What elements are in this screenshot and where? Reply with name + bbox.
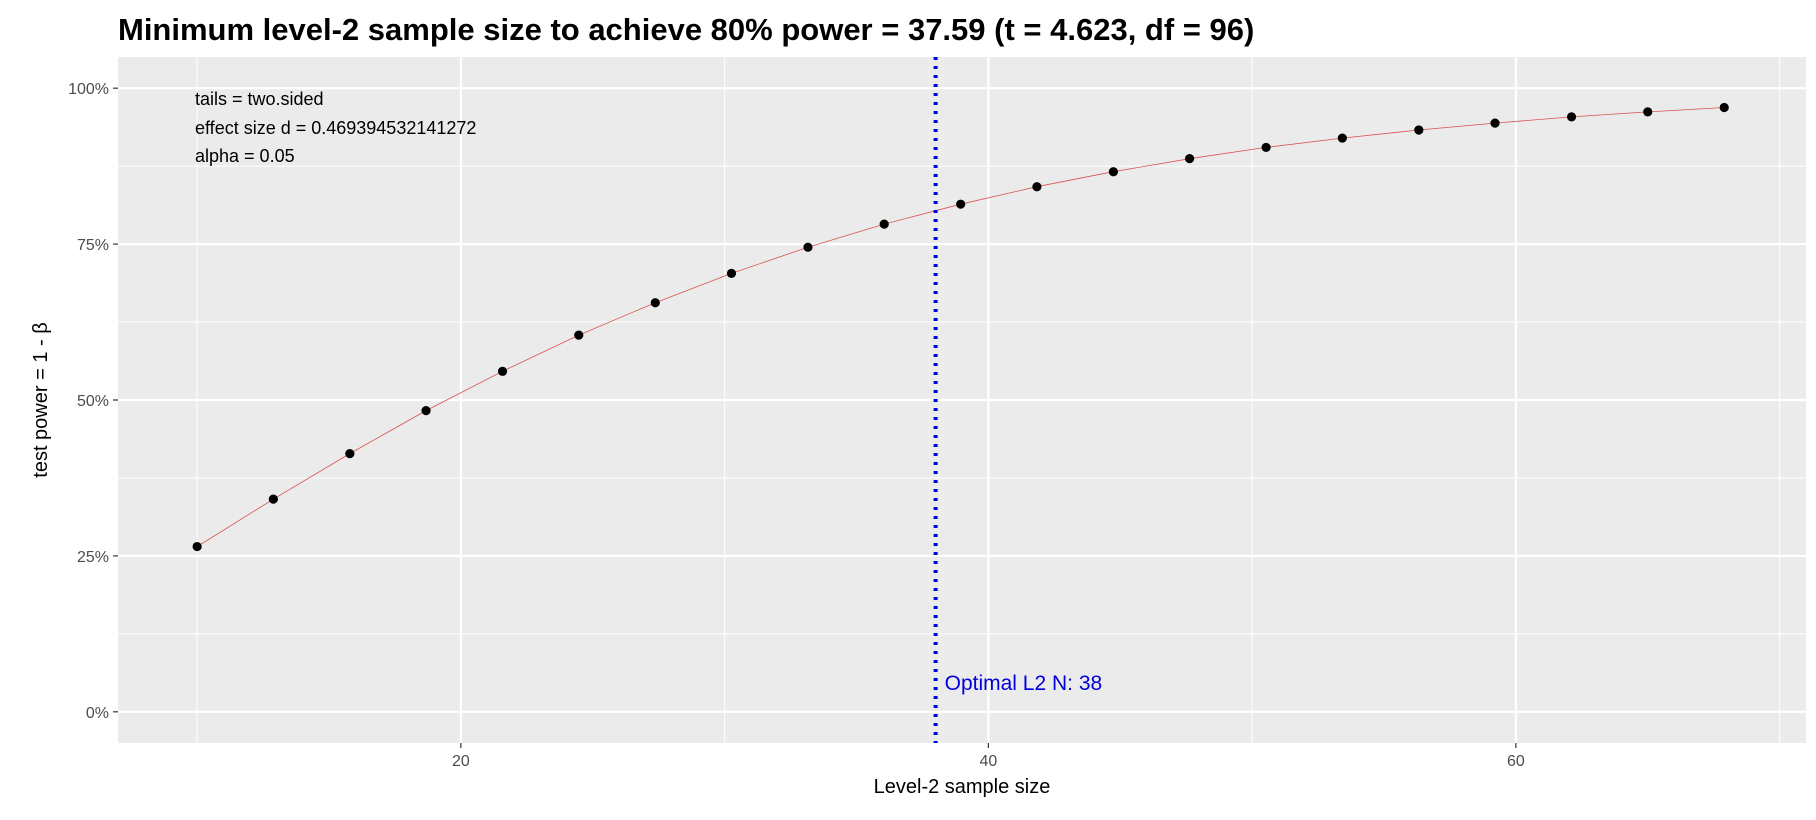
optimal-n-label: Optimal L2 N: 38 [945, 672, 1103, 695]
y-axis: 0% 25% 50% 75% 100% [68, 81, 118, 722]
data-point [726, 268, 737, 279]
data-point [268, 494, 278, 504]
y-tick-label: 75% [77, 237, 109, 254]
x-tick-label: 20 [452, 753, 470, 770]
grid-major [118, 57, 1806, 743]
data-point [1414, 125, 1424, 135]
annotation-effect-size: effect size d = 0.469394532141272 [195, 118, 476, 138]
y-tick-label: 0% [86, 705, 109, 722]
data-point [956, 199, 966, 209]
data-point [1108, 167, 1118, 177]
data-point [192, 541, 202, 552]
data-point [1643, 107, 1653, 117]
annotation-tails: tails = two.sided [195, 89, 324, 109]
y-tick-label: 25% [77, 549, 109, 566]
data-point [1490, 118, 1500, 128]
data-point [650, 298, 660, 308]
y-axis-title: test power = 1 - β [30, 322, 52, 477]
data-point [803, 242, 813, 252]
x-tick-label: 60 [1507, 753, 1525, 770]
data-point [421, 406, 431, 416]
data-point [1337, 133, 1347, 143]
data-point [574, 330, 584, 340]
data-point [1185, 154, 1195, 164]
data-point [879, 219, 889, 229]
x-axis: 20 40 60 [452, 743, 1525, 770]
annotation-block: tails = two.sided effect size d = 0.4693… [195, 89, 476, 166]
data-point [1032, 182, 1042, 192]
x-axis-title: Level-2 sample size [874, 776, 1051, 798]
power-curve-points [192, 102, 1729, 552]
data-point [1719, 102, 1729, 113]
data-point [1566, 112, 1577, 122]
data-point [497, 366, 508, 376]
annotation-alpha: alpha = 0.05 [195, 146, 295, 166]
x-tick-label: 40 [979, 753, 997, 770]
data-point [1261, 142, 1271, 153]
y-tick-label: 50% [77, 393, 109, 410]
y-tick-label: 100% [68, 81, 109, 98]
chart-title: Minimum level-2 sample size to achieve 8… [118, 12, 1254, 47]
data-point [345, 449, 355, 459]
